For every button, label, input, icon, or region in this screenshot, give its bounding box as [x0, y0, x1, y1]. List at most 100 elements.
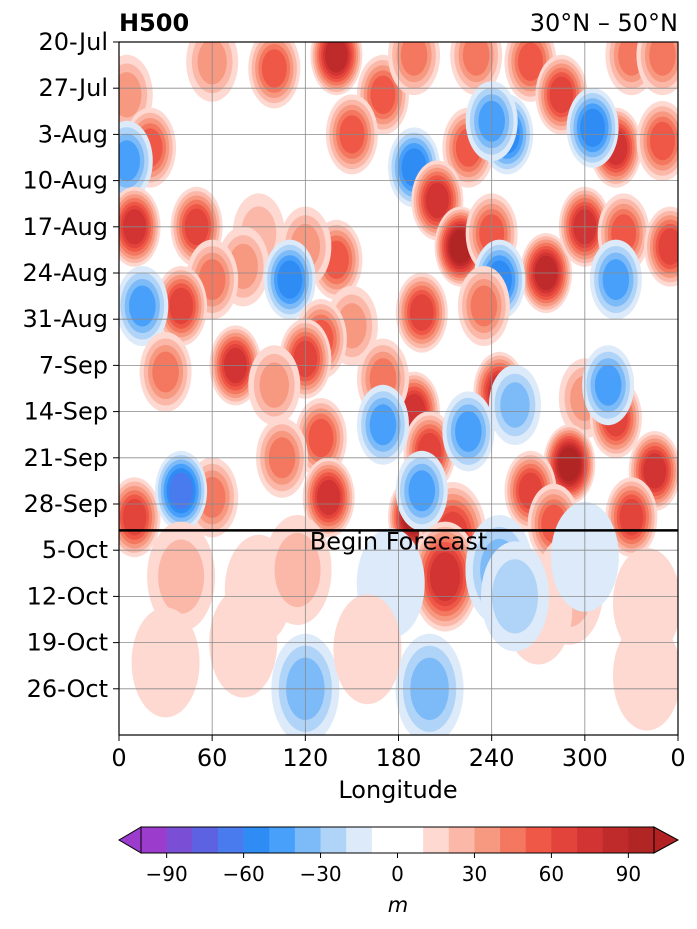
colorbar-tick-label: 60 — [539, 862, 564, 886]
anomaly-feature — [543, 424, 596, 505]
x-axis-label: Longitude — [338, 776, 457, 804]
colorbar-tick-label: 90 — [616, 862, 641, 886]
heatmap-field — [119, 42, 678, 735]
y-tick-label: 7-Sep — [39, 351, 108, 379]
contour-band — [119, 72, 142, 118]
anomaly-feature — [119, 54, 153, 135]
contour-band — [455, 410, 482, 452]
anomaly-feature — [636, 42, 678, 96]
anomaly-feature — [333, 594, 402, 705]
y-tick-label: 12-Oct — [27, 582, 108, 610]
anomaly-feature — [566, 87, 619, 168]
x-tick-label: 0 — [111, 744, 126, 772]
anomaly-feature — [411, 521, 480, 632]
x-tick-label: 0 — [670, 744, 685, 772]
y-tick-label: 24-Aug — [22, 259, 108, 287]
begin-forecast-annotation: Begin Forecast — [310, 527, 488, 555]
contour-band — [558, 447, 581, 482]
y-tick-label: 19-Oct — [27, 629, 108, 657]
contour-band — [602, 259, 630, 301]
contour-band — [462, 42, 490, 76]
contour-band — [317, 479, 341, 516]
y-tick-label: 17-Aug — [22, 213, 108, 241]
anomaly-feature — [636, 101, 678, 181]
y-tick-label: 20-Jul — [39, 28, 109, 56]
chart-subtitle: 30°N – 50°N — [530, 9, 678, 37]
colorbar-swatch — [371, 827, 424, 853]
colorbar-extend-min — [118, 826, 142, 854]
y-tick-label: 27-Jul — [39, 74, 109, 102]
colorbar-swatch — [551, 827, 578, 853]
contour-band — [517, 42, 543, 81]
anomaly-feature — [147, 521, 216, 632]
anomaly-feature — [155, 266, 208, 346]
anomaly-feature — [644, 206, 678, 287]
contour-band — [274, 532, 321, 608]
contour-band — [429, 552, 461, 601]
anomaly-feature — [131, 607, 200, 718]
y-tick-label: 31-Aug — [22, 305, 108, 333]
colorbar-tick-label: −30 — [299, 862, 341, 886]
contour-band — [122, 498, 147, 536]
contour-band — [643, 453, 667, 489]
contour-band — [425, 182, 449, 219]
chart-title: H500 — [119, 9, 189, 37]
x-tick-label: 120 — [282, 744, 328, 772]
y-axis-ticks: 20-Jul 27-Jul 3-Aug 10-Aug 17-Aug 24-Aug 31-Au… — [22, 28, 119, 703]
x-tick-label: 180 — [376, 744, 422, 772]
colorbar-swatch — [628, 827, 655, 853]
y-tick-label: 28-Sep — [24, 490, 108, 518]
contour-band — [549, 76, 574, 114]
colorbar-swatch — [192, 827, 219, 853]
y-tick-label: 21-Sep — [24, 444, 108, 472]
x-tick-label: 60 — [197, 744, 228, 772]
colorbar-swatch — [166, 827, 193, 853]
contour-band — [131, 607, 200, 718]
contour-band — [594, 364, 622, 406]
y-tick-label: 5-Oct — [42, 536, 108, 564]
colorbar-extend-max — [653, 826, 680, 854]
colorbar-swatch — [217, 827, 244, 853]
contour-band — [308, 418, 334, 458]
contour-band — [658, 228, 678, 265]
contour-band — [152, 351, 179, 393]
colorbar-swatch — [474, 827, 501, 853]
anomaly-feature — [356, 384, 409, 465]
anomaly-feature — [139, 332, 192, 412]
colorbar-swatch — [577, 827, 603, 853]
y-tick-label: 14-Sep — [24, 398, 108, 426]
colorbar — [118, 826, 680, 854]
contour-band — [261, 49, 287, 88]
colorbar-ticks: −90 −60 −30 0 30 60 90 — [146, 853, 641, 886]
contour-band — [619, 498, 644, 536]
contour-band — [470, 285, 498, 327]
anomaly-feature — [442, 391, 495, 472]
anomaly-feature — [488, 365, 541, 445]
anomaly-feature — [388, 42, 441, 96]
colorbar-tick-label: 30 — [462, 862, 487, 886]
anomaly-feature — [395, 450, 448, 531]
contour-band — [128, 285, 156, 327]
anomaly-feature — [457, 266, 510, 346]
x-axis-ticks: 0 60 120 180 240 300 0 — [111, 735, 686, 772]
contour-band — [325, 42, 348, 73]
y-tick-label: 10-Aug — [22, 167, 108, 195]
colorbar-unit-label: m — [388, 893, 408, 917]
anomaly-feature — [582, 345, 635, 426]
anomaly-feature — [395, 272, 448, 353]
colorbar-swatch — [320, 827, 347, 853]
anomaly-feature — [310, 42, 363, 96]
contour-band — [409, 294, 434, 331]
contour-band — [277, 260, 303, 299]
x-tick-label: 240 — [469, 744, 515, 772]
anomaly-feature — [263, 239, 316, 320]
anomaly-feature — [119, 477, 161, 558]
contour-band — [649, 42, 676, 76]
anomaly-feature — [302, 457, 355, 538]
colorbar-swatch — [141, 827, 167, 853]
contour-band — [370, 75, 396, 115]
anomaly-feature — [612, 620, 678, 731]
contour-band — [119, 140, 141, 182]
contour-band — [580, 108, 606, 147]
